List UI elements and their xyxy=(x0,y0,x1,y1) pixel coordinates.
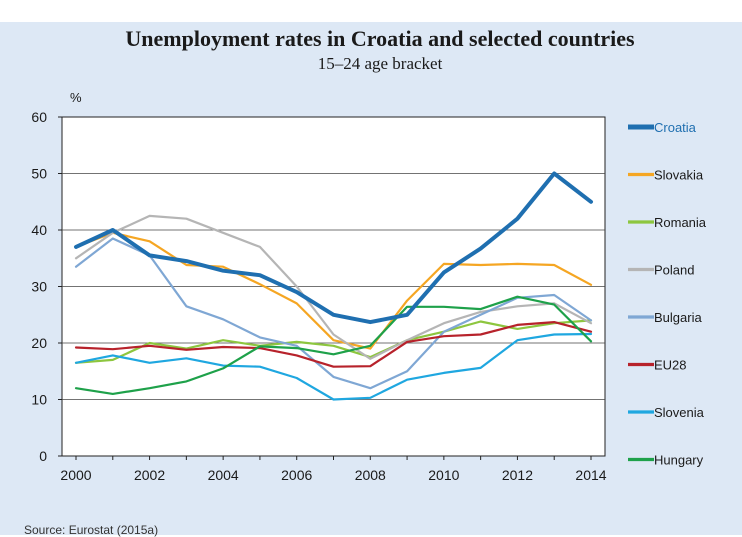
source-note: Source: Eurostat (2015a) xyxy=(24,523,159,537)
y-tick-label: 30 xyxy=(31,279,47,295)
series-line-slovenia xyxy=(74,332,593,401)
legend-label-bulgaria: Bulgaria xyxy=(654,310,702,325)
legend-label-poland: Poland xyxy=(654,263,694,278)
y-tick-label: 40 xyxy=(31,222,47,238)
x-tick-label: 2006 xyxy=(281,467,312,483)
series-line-bulgaria xyxy=(74,237,593,390)
y-tick-label: 0 xyxy=(39,448,47,464)
series-line-romania xyxy=(74,319,593,364)
x-tick-label: 2008 xyxy=(355,467,386,483)
legend-label-croatia: Croatia xyxy=(654,120,697,135)
legend-label-hungary: Hungary xyxy=(654,453,704,468)
top-strip xyxy=(0,0,742,22)
legend-label-eu28: EU28 xyxy=(654,358,687,373)
chart-subtitle: 15–24 age bracket xyxy=(317,54,443,73)
series-line-slovakia xyxy=(74,231,593,350)
legend-label-slovakia: Slovakia xyxy=(654,168,704,183)
y-tick-label: 60 xyxy=(31,109,47,125)
x-tick-label: 2014 xyxy=(575,467,606,483)
legend-label-slovenia: Slovenia xyxy=(654,405,705,420)
x-tick-label: 2000 xyxy=(60,467,91,483)
series-line-croatia xyxy=(74,171,593,325)
y-tick-label: 50 xyxy=(31,166,47,182)
x-tick-label: 2012 xyxy=(502,467,533,483)
chart-title: Unemployment rates in Croatia and select… xyxy=(125,26,635,51)
x-tick-label: 2002 xyxy=(134,467,165,483)
x-tick-label: 2010 xyxy=(428,467,459,483)
y-tick-label: 10 xyxy=(31,392,47,408)
y-axis-label: % xyxy=(70,90,82,105)
y-tick-label: 20 xyxy=(31,335,47,351)
legend-label-romania: Romania xyxy=(654,215,707,230)
series-line-hungary xyxy=(74,295,593,395)
series-line-poland xyxy=(74,214,593,360)
series-line-eu28 xyxy=(74,321,593,368)
x-tick-label: 2004 xyxy=(208,467,239,483)
